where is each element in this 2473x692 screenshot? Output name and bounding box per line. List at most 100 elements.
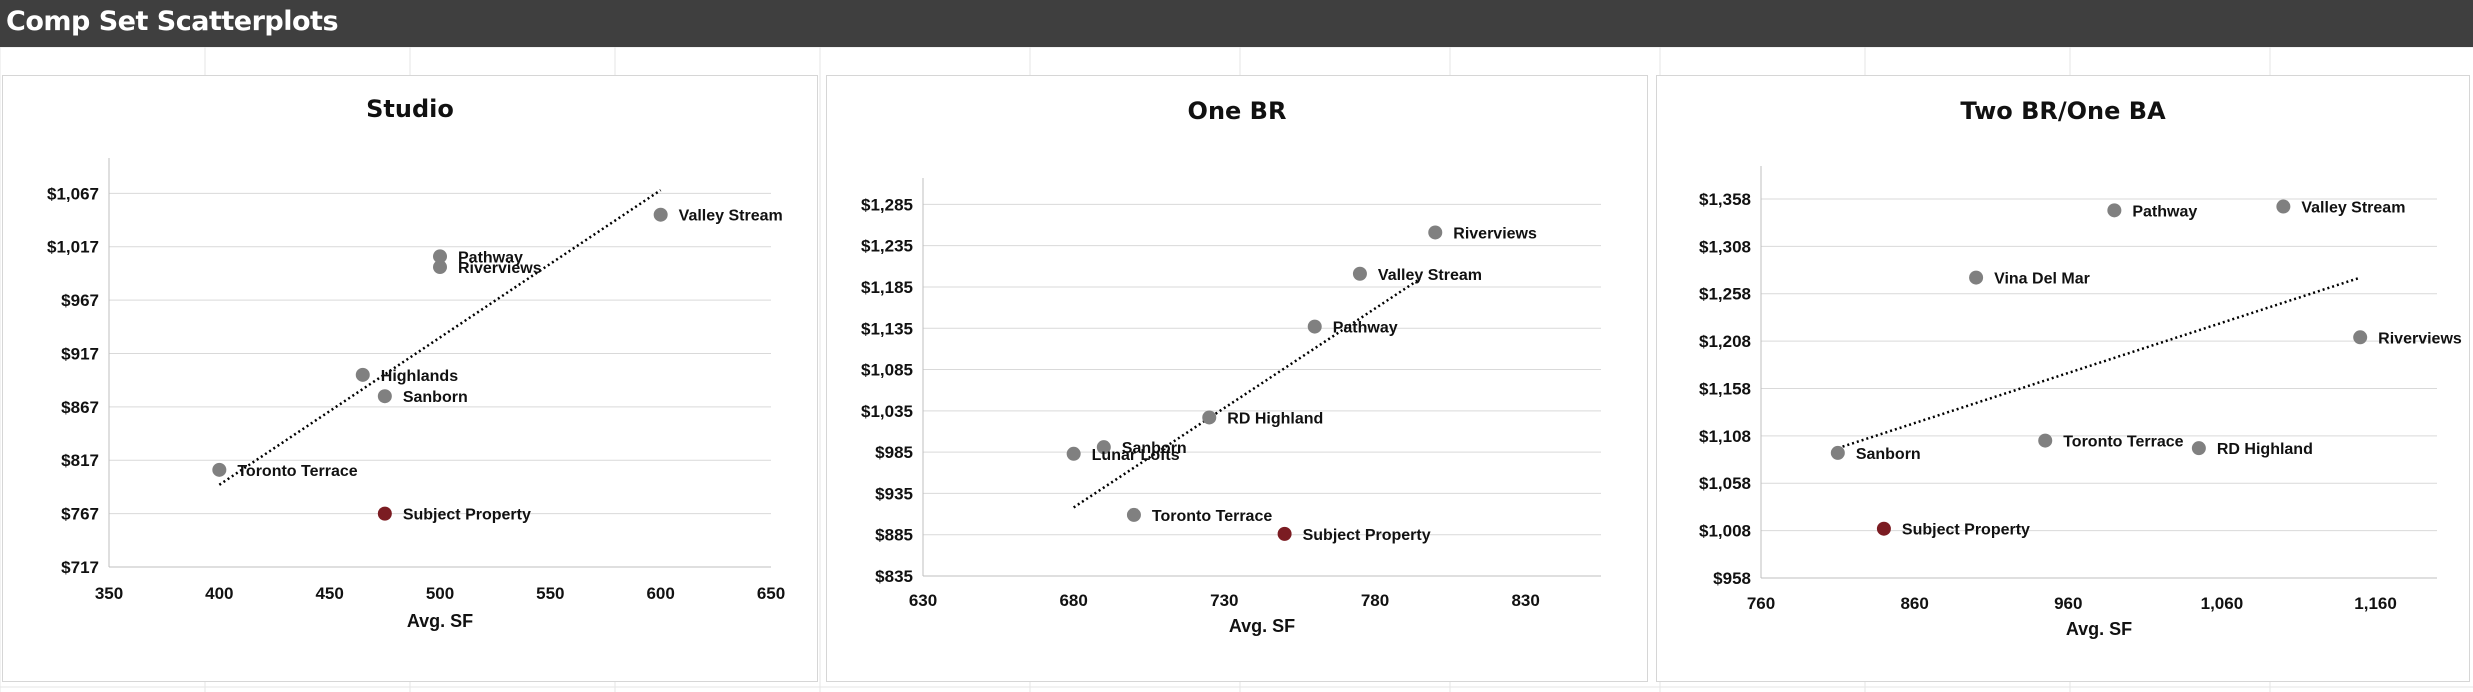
y-tick-label: $1,035	[861, 402, 913, 421]
trendline	[218, 189, 662, 486]
data-point	[2191, 441, 2206, 456]
trendline	[1837, 276, 2361, 450]
data-label: RD Highland	[1227, 410, 1323, 427]
y-tick-label: $1,008	[1699, 522, 1751, 541]
y-tick-label: $1,258	[1699, 285, 1751, 304]
subject-property-point	[377, 506, 392, 521]
y-tick-label: $1,058	[1699, 474, 1751, 493]
x-tick-label: 400	[205, 584, 233, 603]
data-point	[2107, 203, 2122, 218]
y-tick-label: $1,108	[1699, 427, 1751, 446]
x-axis-label: Avg. SF	[2066, 619, 2132, 639]
x-tick-label: 760	[1747, 594, 1775, 613]
data-point	[212, 462, 227, 477]
y-tick-label: $885	[875, 526, 913, 545]
data-point	[377, 389, 392, 404]
y-tick-label: $767	[61, 505, 99, 524]
data-point	[2038, 433, 2053, 448]
data-label: Pathway	[2132, 203, 2197, 220]
data-point	[1969, 270, 1984, 285]
x-tick-label: 960	[2054, 594, 2082, 613]
y-tick-label: $1,208	[1699, 332, 1751, 351]
x-tick-label: 500	[426, 584, 454, 603]
x-tick-label: 680	[1059, 591, 1087, 610]
header-bar: Comp Set Scatterplots	[0, 0, 2473, 47]
y-tick-label: $1,308	[1699, 237, 1751, 256]
data-point	[1126, 507, 1141, 522]
scatter-chart-studio: Studio $717 $767 $817 $867 $917 $967 $1,017 $1,0…	[47, 95, 785, 631]
x-tick-label: 830	[1511, 591, 1539, 610]
data-point	[1096, 440, 1111, 455]
x-tick-label: 1,060	[2201, 594, 2244, 613]
data-label: Subject Property	[403, 507, 531, 524]
data-label: Lunar Lofts	[1092, 447, 1180, 464]
chart-title: Two BR/One BA	[1960, 97, 2166, 125]
y-tick-label: $1,017	[47, 238, 99, 257]
data-point	[653, 207, 668, 222]
x-tick-label: 600	[646, 584, 674, 603]
y-tick-label: $917	[61, 344, 99, 363]
data-label: Valley Stream	[679, 208, 783, 225]
data-point	[1428, 225, 1443, 240]
data-point	[1352, 266, 1367, 281]
y-tick-label: $985	[875, 443, 913, 462]
data-label: Subject Property	[1902, 522, 2030, 539]
y-tick-label: $1,135	[861, 319, 913, 338]
x-tick-label: 550	[536, 584, 564, 603]
x-axis-label: Avg. SF	[1229, 616, 1295, 636]
y-tick-label: $1,085	[861, 361, 913, 380]
y-tick-label: $958	[1713, 569, 1751, 588]
data-point	[1830, 445, 1845, 460]
data-label: Valley Stream	[2301, 200, 2405, 217]
trendline	[1072, 277, 1421, 509]
y-tick-label: $835	[875, 567, 913, 586]
y-tick-label: $1,235	[861, 237, 913, 256]
data-label: Pathway	[1333, 320, 1398, 337]
data-label: Sanborn	[403, 389, 468, 406]
data-label: Toronto Terrace	[1152, 508, 1272, 525]
data-point	[433, 260, 447, 275]
data-label: RD Highland	[2217, 441, 2313, 458]
chart-panel-studio[interactable]: Studio $717 $767 $817 $867 $917 $967 $1,017 $1,0…	[2, 75, 818, 682]
data-label: Riverviews	[2378, 330, 2462, 347]
x-tick-label: 650	[757, 584, 785, 603]
chart-panel-two-br-one-ba[interactable]: Two BR/One BA $958 $1,008 $1,058 $1,108 $1,15…	[1656, 75, 2470, 682]
x-tick-label: 350	[95, 584, 123, 603]
y-tick-label: $1,358	[1699, 190, 1751, 209]
subject-property-point	[1876, 521, 1891, 536]
data-point	[1066, 446, 1081, 461]
data-label: Riverviews	[458, 260, 542, 277]
chart-title: Studio	[366, 95, 454, 123]
chart-title: One BR	[1188, 97, 1287, 125]
data-label: Valley Stream	[1378, 267, 1482, 284]
scatter-chart-one-br: One BR $835 $885 $935 $985 $1,035 $1,085 $1,135…	[861, 97, 1601, 636]
y-tick-label: $1,067	[47, 184, 99, 203]
data-label: Riverviews	[1453, 225, 1537, 242]
data-point	[355, 367, 370, 382]
data-label: Highlands	[381, 368, 458, 385]
data-point	[433, 249, 447, 264]
data-label: Toronto Terrace	[2063, 434, 2183, 451]
y-tick-label: $1,185	[861, 278, 913, 297]
data-label: Sanborn	[1122, 440, 1187, 457]
y-tick-label: $817	[61, 451, 99, 470]
x-axis-label: Avg. SF	[407, 611, 473, 631]
data-label: Subject Property	[1303, 527, 1431, 544]
x-tick-label: 860	[1900, 594, 1928, 613]
chart-panel-one-br[interactable]: One BR $835 $885 $935 $985 $1,035 $1,085 $1,135…	[826, 75, 1648, 682]
x-tick-label: 630	[909, 591, 937, 610]
scatter-chart-two-br-one-ba: Two BR/One BA $958 $1,008 $1,058 $1,108 $1,15…	[1699, 97, 2462, 639]
subject-property-point	[1277, 526, 1292, 541]
data-point	[2276, 199, 2291, 214]
x-tick-label: 780	[1361, 591, 1389, 610]
x-tick-label: 450	[315, 584, 343, 603]
data-label: Vina Del Mar	[1994, 271, 2090, 288]
x-tick-label: 1,160	[2354, 594, 2397, 613]
y-tick-label: $1,158	[1699, 379, 1751, 398]
data-label: Toronto Terrace	[237, 463, 357, 480]
data-label: Pathway	[458, 249, 523, 266]
y-tick-label: $717	[61, 558, 99, 577]
x-tick-label: 730	[1210, 591, 1238, 610]
y-tick-label: $1,285	[861, 195, 913, 214]
y-tick-label: $935	[875, 484, 913, 503]
